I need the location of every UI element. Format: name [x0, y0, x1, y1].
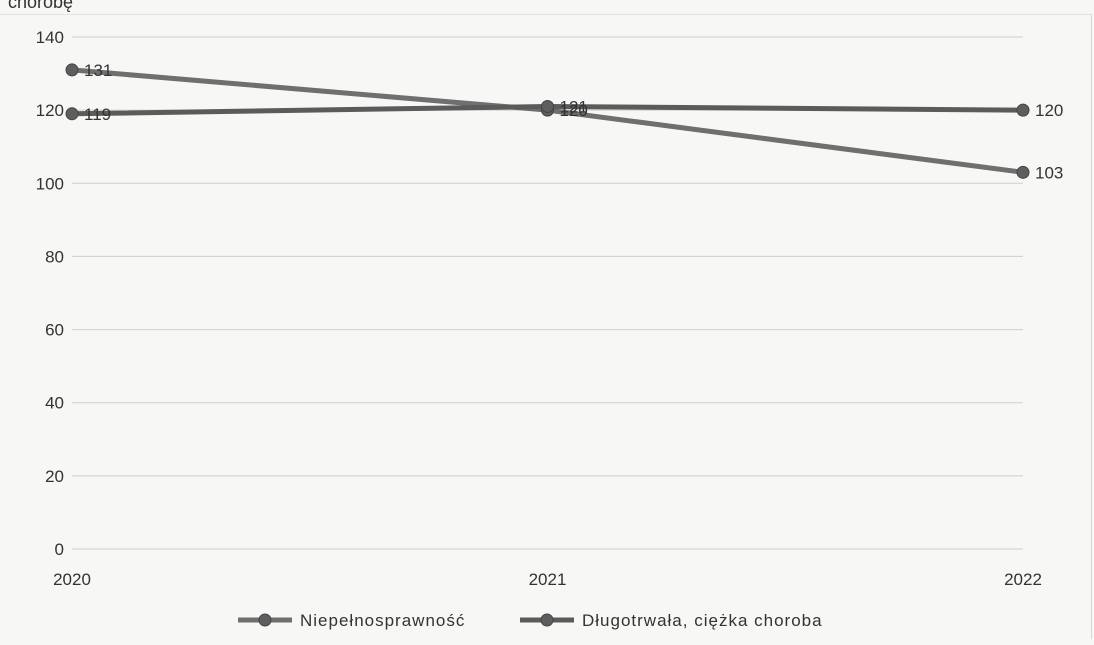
series-1-point-2022 — [1017, 166, 1029, 178]
series-2-point-2021 — [542, 100, 554, 112]
series-1-point-2020 — [66, 64, 78, 76]
data-label-series-1-2020: 131 — [84, 61, 112, 80]
x-tick-label-2022: 2022 — [1004, 570, 1042, 589]
data-label-series-2-2021: 121 — [560, 97, 588, 116]
legend-label-1: Niepełnosprawność — [300, 611, 465, 630]
y-tick-label-0: 0 — [55, 540, 64, 559]
x-tick-label-2021: 2021 — [529, 570, 567, 589]
series-2-point-2022 — [1017, 104, 1029, 116]
x-tick-label-2020: 2020 — [53, 570, 91, 589]
legend-label-2: Długotrwała, ciężka choroba — [582, 611, 823, 630]
legend-marker-1 — [259, 614, 271, 626]
y-tick-label-120: 120 — [36, 101, 64, 120]
y-tick-label-100: 100 — [36, 174, 64, 193]
y-tick-label-140: 140 — [36, 28, 64, 47]
y-tick-label-20: 20 — [45, 467, 64, 486]
legend-marker-2 — [541, 614, 553, 626]
data-label-series-2-2022: 120 — [1035, 101, 1063, 120]
data-label-series-1-2022: 103 — [1035, 163, 1063, 182]
data-label-series-2-2020: 119 — [84, 105, 111, 124]
y-tick-label-40: 40 — [45, 394, 64, 413]
series-2-point-2020 — [66, 108, 78, 120]
series-line-1 — [72, 70, 1023, 172]
y-tick-label-80: 80 — [45, 247, 64, 266]
y-tick-label-60: 60 — [45, 321, 64, 340]
